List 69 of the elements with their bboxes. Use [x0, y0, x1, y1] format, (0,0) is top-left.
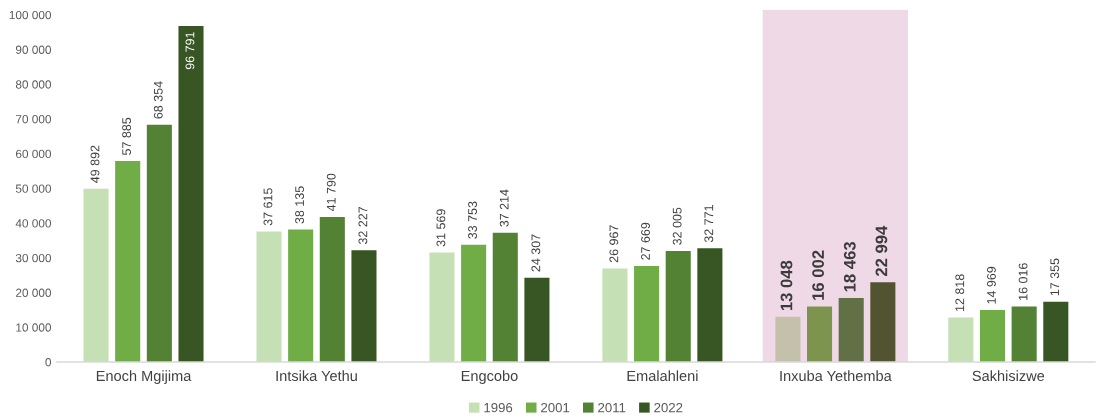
- bar: [319, 216, 345, 363]
- bar: [1011, 306, 1037, 363]
- bar: [634, 265, 660, 363]
- bar: [146, 124, 172, 363]
- data-label: 16 016: [1018, 263, 1028, 300]
- y-tick-label: 100 000: [9, 10, 52, 20]
- bar: [665, 250, 691, 363]
- data-label: 37 615: [263, 188, 273, 226]
- bar: [1043, 301, 1069, 363]
- bar: [178, 25, 204, 363]
- x-tick-label: Engcobo: [461, 370, 518, 384]
- bar: [602, 268, 628, 363]
- data-label: 32 005: [672, 207, 682, 245]
- data-label: 16 002: [812, 250, 825, 300]
- y-tick-label: 70 000: [15, 115, 52, 124]
- data-label: 18 463: [843, 241, 856, 292]
- data-label: 12 818: [955, 274, 965, 312]
- y-tick-label: 10 000: [16, 323, 52, 332]
- bar: [83, 188, 109, 363]
- bar: [524, 277, 550, 363]
- y-tick-label: 0: [45, 358, 52, 367]
- data-label: 57 885: [122, 117, 132, 155]
- data-label: 49 892: [90, 145, 100, 183]
- bar: [775, 316, 801, 363]
- bar: [492, 232, 518, 363]
- data-label: 32 771: [704, 205, 714, 243]
- data-label: 96 791: [185, 32, 195, 70]
- legend-label: 2001: [541, 402, 570, 413]
- x-tick-label: Emalahleni: [627, 370, 698, 382]
- y-tick-label: 20 000: [15, 288, 52, 297]
- y-tick-label: 50 000: [15, 184, 52, 193]
- bar: [838, 297, 864, 363]
- data-label: 41 790: [326, 173, 336, 212]
- data-label: 26 967: [609, 225, 619, 263]
- data-label: 14 969: [987, 266, 996, 304]
- data-label: 68 354: [153, 81, 163, 119]
- x-tick-label: Sakhisizwe: [972, 370, 1045, 382]
- bar: [288, 229, 314, 363]
- bar: [948, 317, 974, 363]
- legend-label: 2011: [598, 402, 626, 413]
- data-label: 38 135: [295, 186, 305, 224]
- y-tick-label: 80 000: [15, 80, 52, 89]
- bar: [351, 250, 377, 363]
- legend-label: 2022: [654, 402, 683, 413]
- data-label: 31 569: [436, 209, 446, 247]
- bar: [807, 306, 833, 363]
- data-label: 22 994: [875, 225, 888, 277]
- bar: [697, 248, 723, 363]
- data-label: 27 669: [641, 222, 650, 260]
- bar: [979, 310, 1006, 363]
- data-label: 32 227: [358, 206, 368, 245]
- y-tick-label: 60 000: [15, 149, 52, 159]
- data-label: 33 753: [468, 201, 477, 239]
- x-tick-label: Inxuba Yethemba: [780, 370, 892, 382]
- bar: [256, 231, 282, 363]
- legend-label: 1996: [484, 402, 513, 413]
- y-tick-label: 40 000: [15, 219, 52, 228]
- x-tick-label: Enoch Mgijima: [96, 370, 192, 384]
- x-tick-label: Intsika Yethu: [276, 370, 357, 382]
- y-tick-label: 90 000: [15, 45, 52, 54]
- data-label: 37 214: [499, 189, 509, 227]
- bar: [429, 252, 455, 363]
- data-label: 17 355: [1050, 258, 1060, 296]
- data-label: 13 048: [780, 260, 793, 311]
- y-tick-label: 30 000: [15, 253, 52, 263]
- bar: [870, 282, 896, 363]
- bar: [461, 244, 487, 363]
- bar: [115, 161, 141, 363]
- data-label: 24 307: [531, 234, 541, 272]
